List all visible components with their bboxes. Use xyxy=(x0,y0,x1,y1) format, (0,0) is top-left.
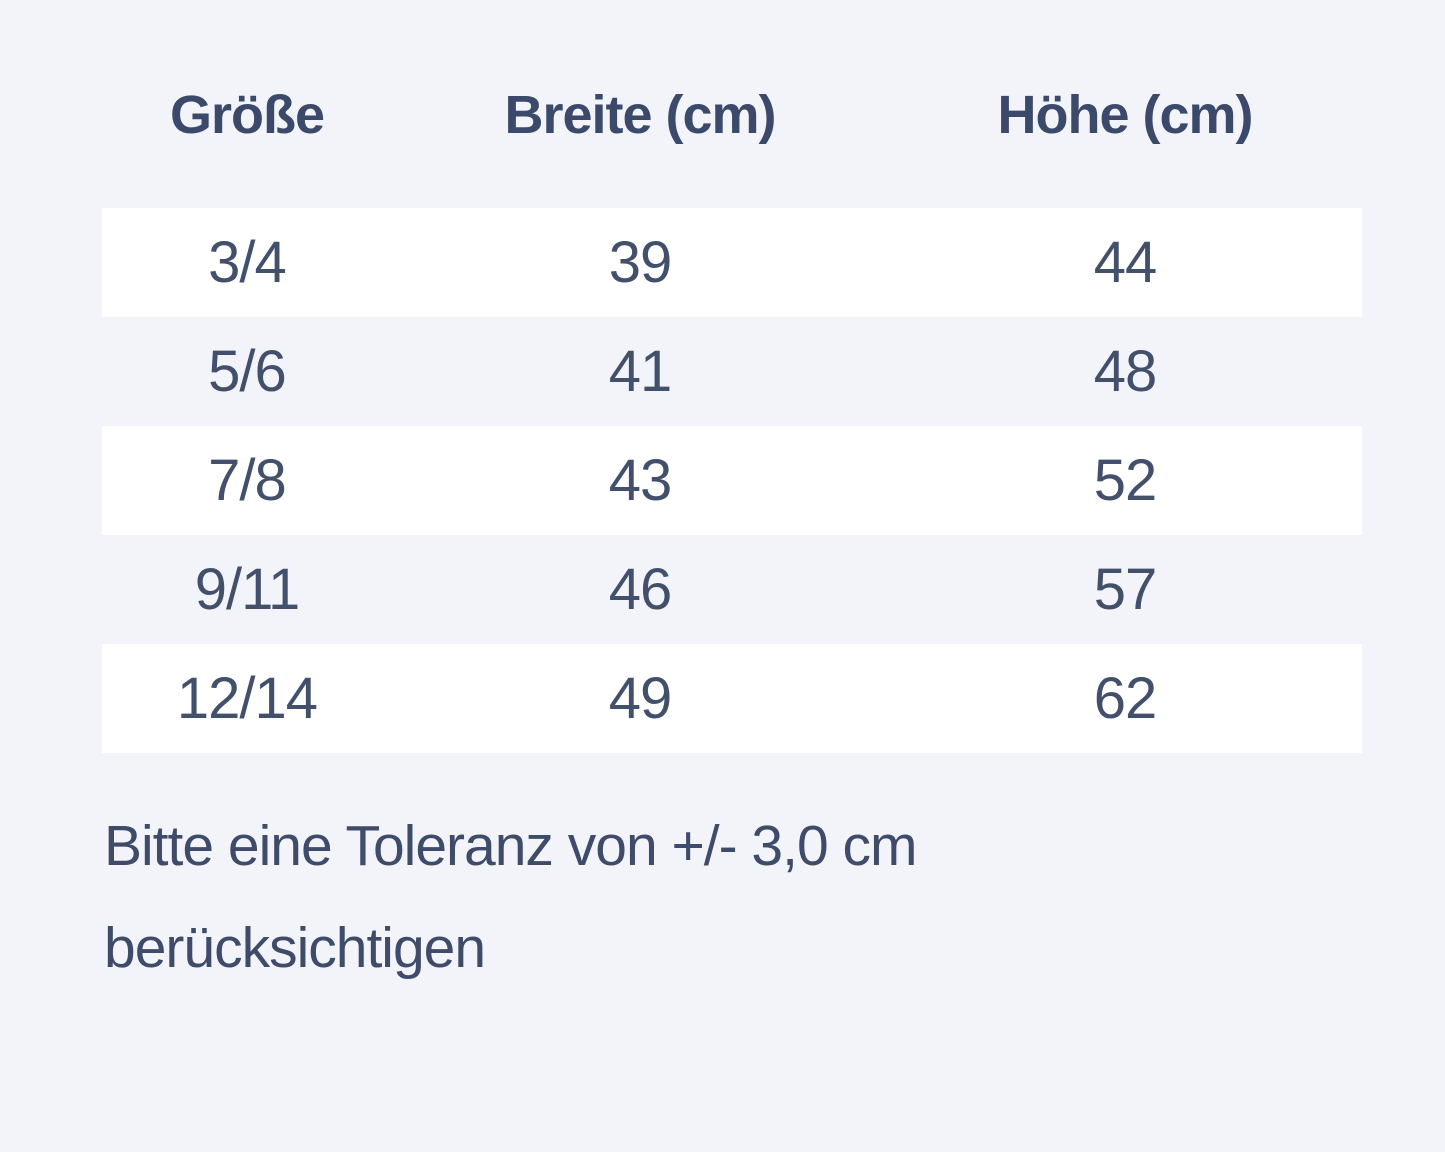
width-value: 46 xyxy=(608,557,673,622)
height-value: 62 xyxy=(1093,666,1158,731)
size-chart-table: 3/4 39 44 5/6 41 48 7/8 43 52 9/11 46 57… xyxy=(102,208,1362,753)
table-row: 9/11 46 57 xyxy=(102,535,1362,644)
table-row: 12/14 49 62 xyxy=(102,644,1362,753)
size-value: 5/6 xyxy=(208,339,287,404)
tolerance-note: Bitte eine Toleranz von +/- 3,0 cm berüc… xyxy=(104,795,1445,999)
size-value: 12/14 xyxy=(176,666,318,731)
column-header-width: Breite (cm) xyxy=(504,85,776,145)
table-row: 3/4 39 44 xyxy=(102,208,1362,317)
width-value: 43 xyxy=(608,448,673,513)
height-value: 52 xyxy=(1093,448,1158,513)
height-value: 57 xyxy=(1093,557,1158,622)
size-value: 9/11 xyxy=(194,557,301,622)
height-value: 48 xyxy=(1093,339,1158,404)
tolerance-note-line1: Bitte eine Toleranz von +/- 3,0 cm xyxy=(104,814,917,878)
size-chart: Größe Breite (cm) Höhe (cm) 3/4 39 44 5/… xyxy=(0,80,1445,1152)
column-header-size: Größe xyxy=(169,85,325,145)
table-row: 5/6 41 48 xyxy=(102,317,1362,426)
size-value: 7/8 xyxy=(208,448,287,513)
width-value: 39 xyxy=(608,230,673,295)
size-value: 3/4 xyxy=(208,230,287,295)
height-value: 44 xyxy=(1093,230,1158,295)
tolerance-note-line2: berücksichtigen xyxy=(104,916,486,980)
width-value: 49 xyxy=(608,666,673,731)
size-chart-header-row: Größe Breite (cm) Höhe (cm) xyxy=(102,80,1362,150)
column-header-height: Höhe (cm) xyxy=(997,85,1253,145)
width-value: 41 xyxy=(608,339,673,404)
table-row: 7/8 43 52 xyxy=(102,426,1362,535)
